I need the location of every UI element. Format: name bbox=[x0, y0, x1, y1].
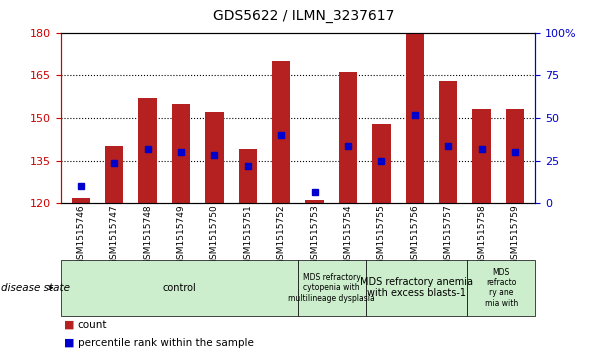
Bar bbox=[139, 98, 157, 203]
Bar bbox=[339, 73, 358, 203]
Text: MDS
refracto
ry ane
mia with: MDS refracto ry ane mia with bbox=[485, 268, 518, 308]
Text: percentile rank within the sample: percentile rank within the sample bbox=[78, 338, 254, 348]
Bar bbox=[372, 124, 390, 203]
Bar bbox=[72, 197, 90, 203]
Bar bbox=[468, 260, 535, 316]
Bar bbox=[472, 110, 491, 203]
Text: disease state: disease state bbox=[1, 283, 69, 293]
Bar bbox=[439, 81, 457, 203]
FancyArrowPatch shape bbox=[49, 286, 52, 290]
Text: control: control bbox=[162, 283, 196, 293]
Bar bbox=[61, 260, 298, 316]
Bar bbox=[272, 61, 291, 203]
Text: MDS refractory anemia
with excess blasts-1: MDS refractory anemia with excess blasts… bbox=[360, 277, 473, 298]
Text: ■: ■ bbox=[64, 320, 74, 330]
Bar bbox=[206, 112, 224, 203]
Bar bbox=[506, 110, 524, 203]
Text: MDS refractory
cytopenia with
multilineage dysplasia: MDS refractory cytopenia with multilinea… bbox=[288, 273, 375, 303]
Text: ■: ■ bbox=[64, 338, 74, 348]
Bar bbox=[172, 104, 190, 203]
Bar bbox=[238, 149, 257, 203]
Bar bbox=[105, 146, 123, 203]
Bar bbox=[298, 260, 365, 316]
Text: GDS5622 / ILMN_3237617: GDS5622 / ILMN_3237617 bbox=[213, 9, 395, 23]
Bar bbox=[365, 260, 468, 316]
Bar bbox=[305, 200, 324, 203]
Text: count: count bbox=[78, 320, 108, 330]
Bar bbox=[406, 33, 424, 203]
